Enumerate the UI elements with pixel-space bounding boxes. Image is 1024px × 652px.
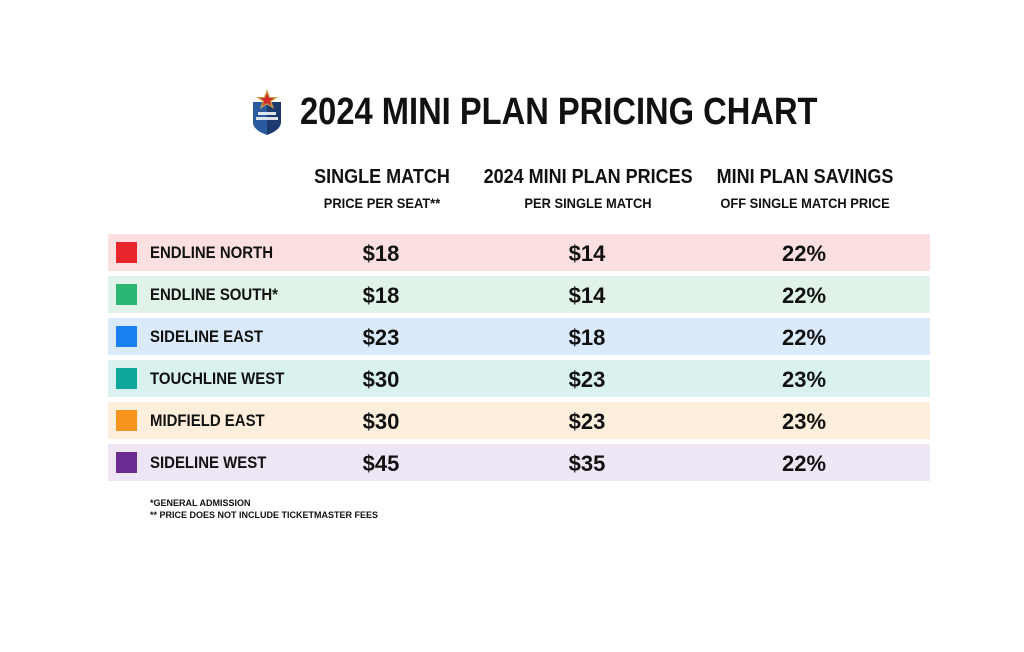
section-name: SIDELINE WEST [150, 453, 267, 472]
mini-plan-price: $18 [568, 325, 606, 350]
mini-plan-savings: 22% [781, 325, 827, 350]
column-header-subtitle: OFF SINGLE MATCH PRICE [720, 195, 890, 211]
single-match-price: $45 [362, 451, 400, 476]
color-swatch [116, 368, 137, 389]
table-row: TOUCHLINE WEST $30 $23 23% [108, 360, 930, 397]
mini-plan-price: $14 [568, 241, 606, 266]
single-match-price: $18 [362, 283, 400, 308]
column-header-subtitle: PER SINGLE MATCH [524, 195, 652, 211]
section-name: ENDLINE NORTH [150, 243, 274, 262]
column-header-mini-plan-prices: 2024 MINI PLAN PRICES PER SINGLE MATCH [472, 166, 704, 211]
color-swatch [116, 242, 137, 263]
mini-plan-price: $23 [568, 367, 606, 392]
column-header-subtitle: PRICE PER SEAT** [323, 195, 441, 211]
section-name: SIDELINE EAST [150, 327, 264, 346]
mini-plan-savings: 23% [781, 367, 827, 392]
table-row: ENDLINE NORTH $18 $14 22% [108, 234, 930, 271]
header: 2024 MINI PLAN PRICING CHART [250, 88, 902, 136]
mini-plan-savings: 23% [781, 409, 827, 434]
pricing-table: ENDLINE NORTH $18 $14 22% ENDLINE SOUTH*… [108, 234, 930, 486]
color-swatch [116, 452, 137, 473]
club-crest-logo [253, 89, 281, 135]
table-row: ENDLINE SOUTH* $18 $14 22% [108, 276, 930, 313]
footnotes: *GENERAL ADMISSION ** PRICE DOES NOT INC… [150, 497, 378, 521]
single-match-price: $30 [362, 409, 400, 434]
section-name: ENDLINE SOUTH* [150, 285, 279, 304]
section-name: TOUCHLINE WEST [150, 369, 285, 388]
column-header-title: 2024 MINI PLAN PRICES [483, 166, 693, 188]
mini-plan-savings: 22% [781, 451, 827, 476]
footnote-general-admission: *GENERAL ADMISSION [150, 498, 251, 508]
page-title: 2024 MINI PLAN PRICING CHART [300, 90, 818, 133]
column-header-title: SINGLE MATCH [314, 166, 450, 188]
column-header-single-match: SINGLE MATCH PRICE PER SEAT** [300, 166, 464, 211]
single-match-price: $23 [362, 325, 400, 350]
table-row: SIDELINE EAST $23 $18 22% [108, 318, 930, 355]
single-match-price: $30 [362, 367, 400, 392]
single-match-price: $18 [362, 241, 400, 266]
mini-plan-price: $23 [568, 409, 606, 434]
mini-plan-savings: 22% [781, 283, 827, 308]
table-row: MIDFIELD EAST $30 $23 23% [108, 402, 930, 439]
section-name: MIDFIELD EAST [150, 411, 265, 430]
footnote-ticketmaster-fees: ** PRICE DOES NOT INCLUDE TICKETMASTER F… [150, 510, 379, 520]
column-header-title: MINI PLAN SAVINGS [716, 166, 894, 188]
color-swatch [116, 410, 137, 431]
mini-plan-price: $14 [568, 283, 606, 308]
mini-plan-price: $35 [568, 451, 606, 476]
column-header-mini-plan-savings: MINI PLAN SAVINGS OFF SINGLE MATCH PRICE [704, 166, 906, 211]
color-swatch [116, 326, 137, 347]
mini-plan-savings: 22% [781, 241, 827, 266]
table-row: SIDELINE WEST $45 $35 22% [108, 444, 930, 481]
color-swatch [116, 284, 137, 305]
